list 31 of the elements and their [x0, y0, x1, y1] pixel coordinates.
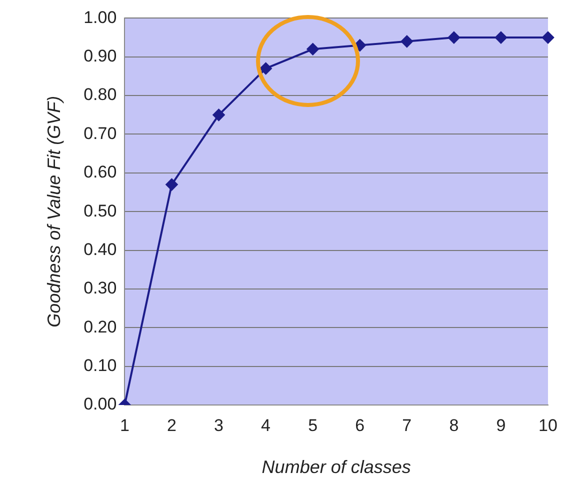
- point: [448, 32, 460, 44]
- x-tick-label: 2: [166, 416, 176, 435]
- y-tick-label: 0.30: [84, 278, 117, 298]
- x-tick-label: 8: [449, 416, 459, 435]
- y-tick-label: 0.20: [84, 317, 117, 336]
- point: [400, 35, 413, 48]
- y-tick-label: 1.00: [84, 8, 117, 27]
- y-tick-label: 0.80: [84, 85, 117, 104]
- point: [542, 32, 554, 44]
- y-tick-label: 0.60: [84, 162, 117, 182]
- point: [260, 62, 272, 74]
- y-axis-title: Goodness of Value Fit (GVF): [44, 96, 64, 328]
- y-tick-label: 0.00: [84, 394, 117, 414]
- x-tick-label: 1: [120, 416, 130, 435]
- x-tick-label: 5: [308, 416, 318, 435]
- point: [166, 178, 178, 191]
- point: [494, 32, 507, 44]
- x-tick-label: 7: [402, 416, 412, 435]
- x-tick-label: 3: [214, 416, 224, 435]
- x-tick-label: 6: [355, 416, 365, 435]
- y-tick-label: 0.10: [84, 356, 117, 376]
- y-tick-label: 0.90: [84, 46, 117, 66]
- y-tick-label: 0.50: [84, 201, 117, 220]
- x-tick-label: 4: [261, 416, 271, 435]
- x-tick-label: 9: [496, 416, 506, 435]
- x-tick-label: 10: [538, 416, 558, 435]
- y-tick-label: 0.70: [84, 124, 117, 143]
- y-tick-label: 0.40: [84, 240, 117, 259]
- x-axis-title: Number of classes: [262, 457, 411, 478]
- point: [212, 108, 225, 121]
- point: [306, 43, 319, 56]
